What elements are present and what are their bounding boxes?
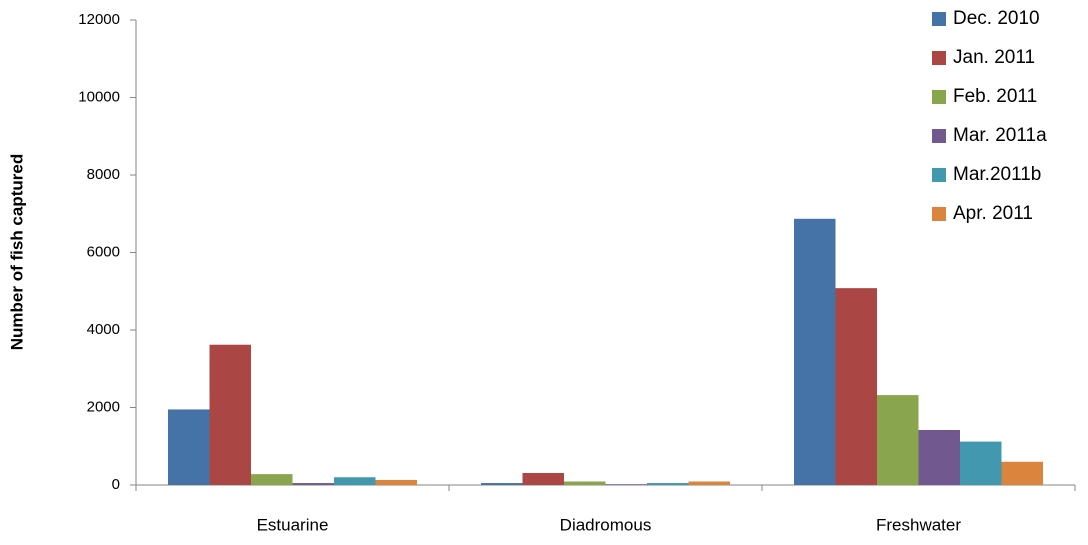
legend-swatch xyxy=(932,168,946,182)
bar xyxy=(918,429,960,485)
bar xyxy=(1001,461,1043,485)
legend-label: Mar. 2011a xyxy=(953,125,1047,146)
bar xyxy=(794,218,836,485)
x-tick-label: Freshwater xyxy=(876,515,961,534)
x-tick-label: Diadromous xyxy=(560,515,652,534)
legend-swatch xyxy=(932,90,946,104)
legend-label: Mar.2011b xyxy=(953,164,1041,185)
x-tick-label: Estuarine xyxy=(257,515,329,534)
legend-label: Apr. 2011 xyxy=(953,203,1033,224)
legend-swatch xyxy=(932,129,946,143)
bar xyxy=(522,472,564,485)
bar xyxy=(251,474,293,485)
legend-swatch xyxy=(932,51,946,65)
y-tick-label: 2000 xyxy=(87,398,120,415)
y-tick-label: 6000 xyxy=(87,243,120,260)
y-tick-label: 4000 xyxy=(87,321,120,338)
y-axis-label: Number of fish captured xyxy=(7,154,26,350)
y-tick-label: 12000 xyxy=(78,11,120,28)
bar xyxy=(688,481,730,485)
legend-swatch xyxy=(932,207,946,221)
bar xyxy=(960,441,1002,485)
bar xyxy=(292,483,334,485)
bar xyxy=(209,344,251,485)
bar xyxy=(375,479,417,485)
legend-swatch xyxy=(932,12,946,26)
y-tick-label: 8000 xyxy=(87,166,120,183)
bar xyxy=(605,484,647,485)
bar xyxy=(564,481,606,485)
bar xyxy=(835,288,877,485)
bar xyxy=(168,409,210,485)
bar xyxy=(481,483,523,485)
legend-label: Jan. 2011 xyxy=(953,47,1035,68)
legend-label: Feb. 2011 xyxy=(953,86,1037,107)
bar xyxy=(877,395,919,485)
bar xyxy=(647,483,689,485)
legend-label: Dec. 2010 xyxy=(953,8,1040,29)
bar xyxy=(334,477,376,485)
y-tick-label: 0 xyxy=(112,476,120,493)
y-tick-label: 10000 xyxy=(78,88,120,105)
